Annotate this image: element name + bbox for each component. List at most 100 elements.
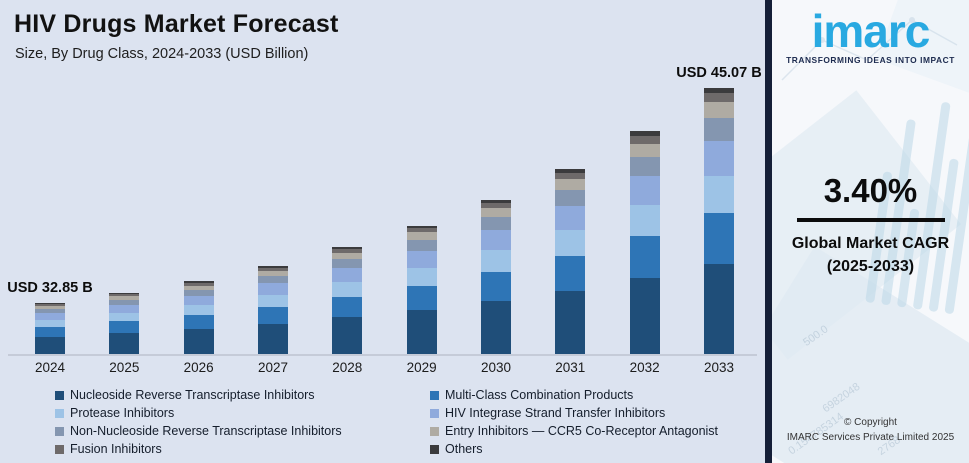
x-axis-label: 2028 xyxy=(332,360,363,375)
bar-2031 xyxy=(555,169,586,354)
bar-2030 xyxy=(480,200,511,354)
bar-segment xyxy=(555,179,586,190)
legend-swatch-icon xyxy=(55,390,64,400)
bar-segment xyxy=(35,320,65,327)
imarc-logo-tagline: TRANSFORMING IDEAS INTO IMPACT xyxy=(786,54,955,65)
bar-segment xyxy=(183,296,214,305)
x-axis-label: 2025 xyxy=(109,360,140,375)
bar-segment xyxy=(109,321,140,333)
bar-segment xyxy=(332,253,363,259)
bar-segment xyxy=(35,303,65,304)
legend-swatch-icon xyxy=(55,408,64,418)
watermark-number: 6982048 xyxy=(820,380,863,416)
bar-segment xyxy=(257,276,288,283)
legend-label: Multi-Class Combination Products xyxy=(445,388,634,402)
bar-segment xyxy=(332,268,363,282)
bar-segment xyxy=(480,208,511,217)
bar-segment xyxy=(406,228,437,232)
legend-item: Non-Nucleoside Reverse Transcriptase Inh… xyxy=(55,422,342,440)
legend-label: Others xyxy=(445,442,483,456)
bar-segment xyxy=(555,169,586,173)
legend-label: Non-Nucleoside Reverse Transcriptase Inh… xyxy=(70,424,342,438)
bar-segment xyxy=(555,291,586,354)
bar-segment xyxy=(555,206,586,230)
bar-segment xyxy=(480,200,511,203)
bar-segment xyxy=(109,305,140,313)
watermark-number: 500.0 xyxy=(801,323,831,349)
bar-segment xyxy=(332,247,363,249)
imarc-logo: imarc TRANSFORMING IDEAS INTO IMPACT xyxy=(772,6,969,65)
value-label-2033: USD 45.07 B xyxy=(676,65,762,81)
bar-segment xyxy=(109,296,140,300)
legend-label: Entry Inhibitors — CCR5 Co-Receptor Anta… xyxy=(445,424,719,438)
copyright: © Copyright IMARC Services Private Limit… xyxy=(772,415,969,445)
bar-segment xyxy=(35,304,65,306)
legend-label: Nucleoside Reverse Transcriptase Inhibit… xyxy=(70,388,315,402)
x-axis-line xyxy=(8,354,757,356)
bar-segment xyxy=(480,301,511,354)
bar-segment xyxy=(555,173,586,179)
bar-segment xyxy=(703,141,734,176)
legend-swatch-icon xyxy=(430,390,439,400)
legend-item: Others xyxy=(430,440,718,458)
bar-segment xyxy=(183,329,214,354)
legend-label: Fusion Inhibitors xyxy=(70,442,162,456)
bar-segment xyxy=(703,118,734,141)
bar-segment xyxy=(257,307,288,324)
bar-segment xyxy=(480,230,511,250)
bar-segment xyxy=(35,306,65,309)
legend-item: HIV Integrase Strand Transfer Inhibitors xyxy=(430,404,718,422)
bar-segment xyxy=(703,93,734,102)
bar-segment xyxy=(109,333,140,354)
cagr-label-line2: (2025-2033) xyxy=(826,258,915,276)
legend-item: Fusion Inhibitors xyxy=(55,440,342,458)
bar-segment xyxy=(406,226,437,228)
bar-segment xyxy=(257,283,288,295)
legend-column: Multi-Class Combination Products HIV Inte… xyxy=(430,386,718,458)
x-axis-label: 2026 xyxy=(183,360,214,375)
bar-segment xyxy=(629,205,660,236)
bar-segment xyxy=(480,272,511,301)
legend-swatch-icon xyxy=(55,444,64,454)
legend-swatch-icon xyxy=(430,444,439,454)
bar-segment xyxy=(629,157,660,176)
bar-segment xyxy=(703,264,734,354)
bar-2027 xyxy=(257,266,288,354)
bar-segment xyxy=(183,283,214,286)
bar-segment xyxy=(406,310,437,354)
bar-segment xyxy=(183,281,214,283)
bar-segment xyxy=(629,144,660,157)
legend-item: Protease Inhibitors xyxy=(55,404,342,422)
bar-segment xyxy=(703,88,734,93)
legend-swatch-icon xyxy=(55,426,64,436)
bar-segment xyxy=(480,217,511,230)
bar-segment xyxy=(257,271,288,276)
sidebar-divider-strip xyxy=(765,0,772,463)
bar-segment xyxy=(629,236,660,278)
x-axis-label: 2027 xyxy=(257,360,288,375)
cagr-block: 3.40% Global Market CAGR (2025-2033) xyxy=(772,172,969,278)
bar-segment xyxy=(35,313,65,320)
bar-segment xyxy=(257,295,288,307)
x-axis-label: 2030 xyxy=(480,360,511,375)
chart-panel: HIV Drugs Market Forecast Size, By Drug … xyxy=(7,10,762,458)
bar-segment xyxy=(480,203,511,208)
bar-2033 xyxy=(703,88,734,354)
bar-segment xyxy=(109,293,140,294)
legend-label: Protease Inhibitors xyxy=(70,406,175,420)
bar-2029 xyxy=(406,226,437,354)
bar-segment xyxy=(183,290,214,296)
legend-label: HIV Integrase Strand Transfer Inhibitors xyxy=(445,406,666,420)
bar-segment xyxy=(555,190,586,206)
bar-segment xyxy=(406,232,437,240)
bar-segment xyxy=(183,305,214,315)
bar-segment xyxy=(35,309,65,313)
bar-segment xyxy=(332,282,363,297)
bar-segment xyxy=(35,327,65,337)
bar-segment xyxy=(332,249,363,253)
x-axis-label: 2031 xyxy=(555,360,586,375)
copyright-line2: IMARC Services Private Limited 2025 xyxy=(786,432,955,443)
bar-segment xyxy=(703,176,734,213)
bar-segment xyxy=(629,131,660,136)
